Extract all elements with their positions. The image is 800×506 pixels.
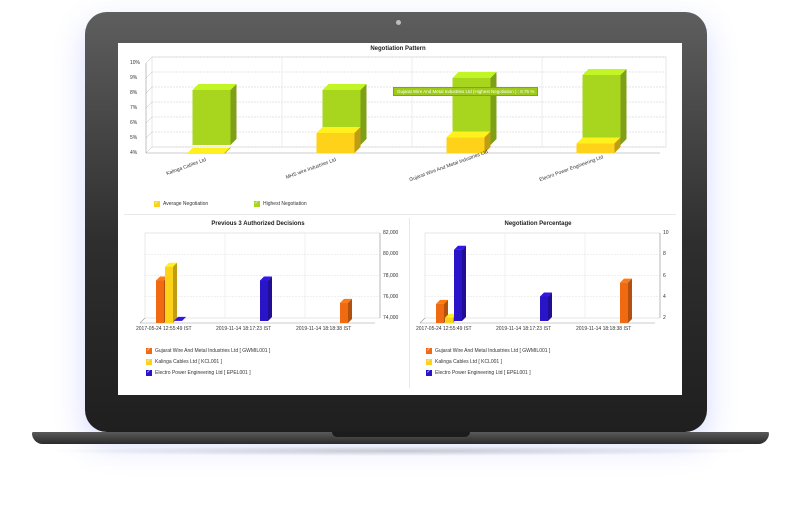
y-tick-label: 74,000 — [383, 315, 399, 321]
legend-item[interactable]: Electro Power Engineering Ltd [ EPEL001 … — [146, 369, 251, 376]
y-tick-label: 80,000 — [383, 251, 399, 258]
legend-item[interactable]: Gujarat Wire And Metal Industries Ltd [ … — [146, 347, 271, 354]
legend-item[interactable]: Highest Negotiation — [254, 200, 307, 207]
bar-electro[interactable] — [174, 316, 186, 321]
legend-checkbox-icon[interactable] — [146, 347, 152, 354]
legend-label: Gujarat Wire And Metal Industries Ltd [ … — [155, 348, 271, 354]
y-tick-label: 8 — [663, 251, 666, 258]
bar-average-negotiation[interactable] — [576, 137, 621, 154]
bar-highest-negotiation[interactable] — [192, 84, 237, 145]
bar-electro[interactable] — [260, 276, 272, 322]
x-tick-label: 2017-05-24 12:55:49 IST — [416, 326, 472, 332]
y-tick-label: 2 — [663, 315, 666, 321]
y-tick-label: 78,000 — [383, 272, 399, 279]
grid-line — [145, 86, 153, 94]
axis-depth — [139, 317, 146, 324]
bar-electro[interactable] — [540, 292, 552, 321]
axis-depth — [419, 317, 426, 324]
y-tick-label: 8% — [130, 90, 138, 96]
bar-gujarat[interactable] — [340, 298, 352, 323]
legend-label: Kalinga Cables Ltd [ KCL001 ] — [435, 359, 502, 365]
y-tick-label: 4 — [663, 293, 666, 300]
legend-label: Electro Power Engineering Ltd [ EPEL001 … — [435, 370, 531, 376]
y-tick-label: 5% — [130, 135, 138, 141]
grid-line — [145, 146, 153, 154]
negotiation-pattern-chart — [145, 56, 667, 154]
x-tick-label: 2019-11-14 18:18:38 IST — [576, 326, 632, 332]
section-divider-vertical — [409, 218, 410, 388]
y-tick-label: 82,000 — [383, 230, 399, 236]
screen: Negotiation Pattern Gujarat Wire And Met… — [118, 43, 682, 395]
y-tick-label: 6% — [130, 120, 138, 126]
laptop-notch — [332, 432, 470, 437]
laptop-shadow — [40, 446, 760, 456]
previous-decisions-chart — [139, 232, 381, 324]
y-tick-label: 76,000 — [383, 293, 399, 300]
legend-checkbox-icon[interactable] — [426, 369, 432, 376]
legend-checkbox-icon[interactable] — [146, 358, 152, 365]
chart-title-previous-decisions: Previous 3 Authorized Decisions — [211, 221, 305, 227]
bar-highest-negotiation[interactable] — [582, 69, 627, 145]
bar-average-negotiation[interactable] — [316, 127, 361, 153]
chart-tooltip: Gujarat Wire And Metal Industries Ltd (H… — [393, 87, 539, 96]
legend-label: Gujarat Wire And Metal Industries Ltd [ … — [435, 348, 551, 354]
legend-checkbox-icon[interactable] — [426, 358, 432, 365]
bar-gujarat[interactable] — [620, 278, 632, 323]
grid-line — [145, 116, 153, 124]
y-tick-label: 7% — [130, 105, 138, 111]
legend-item[interactable]: Kalinga Cables Ltd [ KCL001 ] — [146, 358, 222, 365]
grid-line — [145, 101, 153, 109]
laptop-base — [32, 432, 769, 444]
legend-label: Kalinga Cables Ltd [ KCL001 ] — [155, 359, 222, 365]
legend-checkbox-icon[interactable] — [254, 200, 260, 207]
bar-average-negotiation[interactable] — [186, 147, 231, 154]
legend-checkbox-icon[interactable] — [154, 200, 160, 207]
grid-line — [145, 56, 153, 64]
legend-item[interactable]: Average Negotiation — [154, 200, 209, 207]
camera-icon — [396, 20, 401, 25]
y-tick-label: 9% — [130, 75, 138, 81]
chart-title-negotiation-pattern: Negotiation Pattern — [370, 46, 426, 52]
y-tick-label: 4% — [130, 150, 138, 156]
legend-item[interactable]: Electro Power Engineering Ltd [ EPEL001 … — [426, 369, 531, 376]
x-tick-label: 2019-11-14 18:17:23 IST — [216, 326, 272, 332]
y-tick-label: 10 — [663, 230, 669, 236]
legend-checkbox-icon[interactable] — [146, 369, 152, 376]
negotiation-percentage-chart — [419, 232, 661, 324]
bar-kalinga[interactable] — [165, 262, 177, 323]
y-tick-label: 6 — [663, 272, 666, 279]
bar-average-negotiation[interactable] — [446, 131, 491, 154]
legend-label: Electro Power Engineering Ltd [ EPEL001 … — [155, 370, 251, 376]
x-tick-label: 2019-11-14 18:18:38 IST — [296, 326, 352, 332]
x-tick-label: 2019-11-14 18:17:23 IST — [496, 326, 552, 332]
y-tick-label: 10% — [130, 60, 141, 66]
legend-label: Average Negotiation — [163, 201, 209, 207]
grid-line — [145, 71, 153, 79]
x-tick-label: 2017-05-24 12:55:49 IST — [136, 326, 192, 332]
bar-electro[interactable] — [454, 245, 466, 321]
grid-line — [145, 131, 153, 139]
legend-label: Highest Negotiation — [263, 201, 307, 207]
legend-checkbox-icon[interactable] — [426, 347, 432, 354]
legend-item[interactable]: Gujarat Wire And Metal Industries Ltd [ … — [426, 347, 551, 354]
section-divider-horizontal — [124, 214, 676, 215]
chart-title-negotiation-percentage: Negotiation Percentage — [504, 221, 572, 227]
legend-item[interactable]: Kalinga Cables Ltd [ KCL001 ] — [426, 358, 502, 365]
